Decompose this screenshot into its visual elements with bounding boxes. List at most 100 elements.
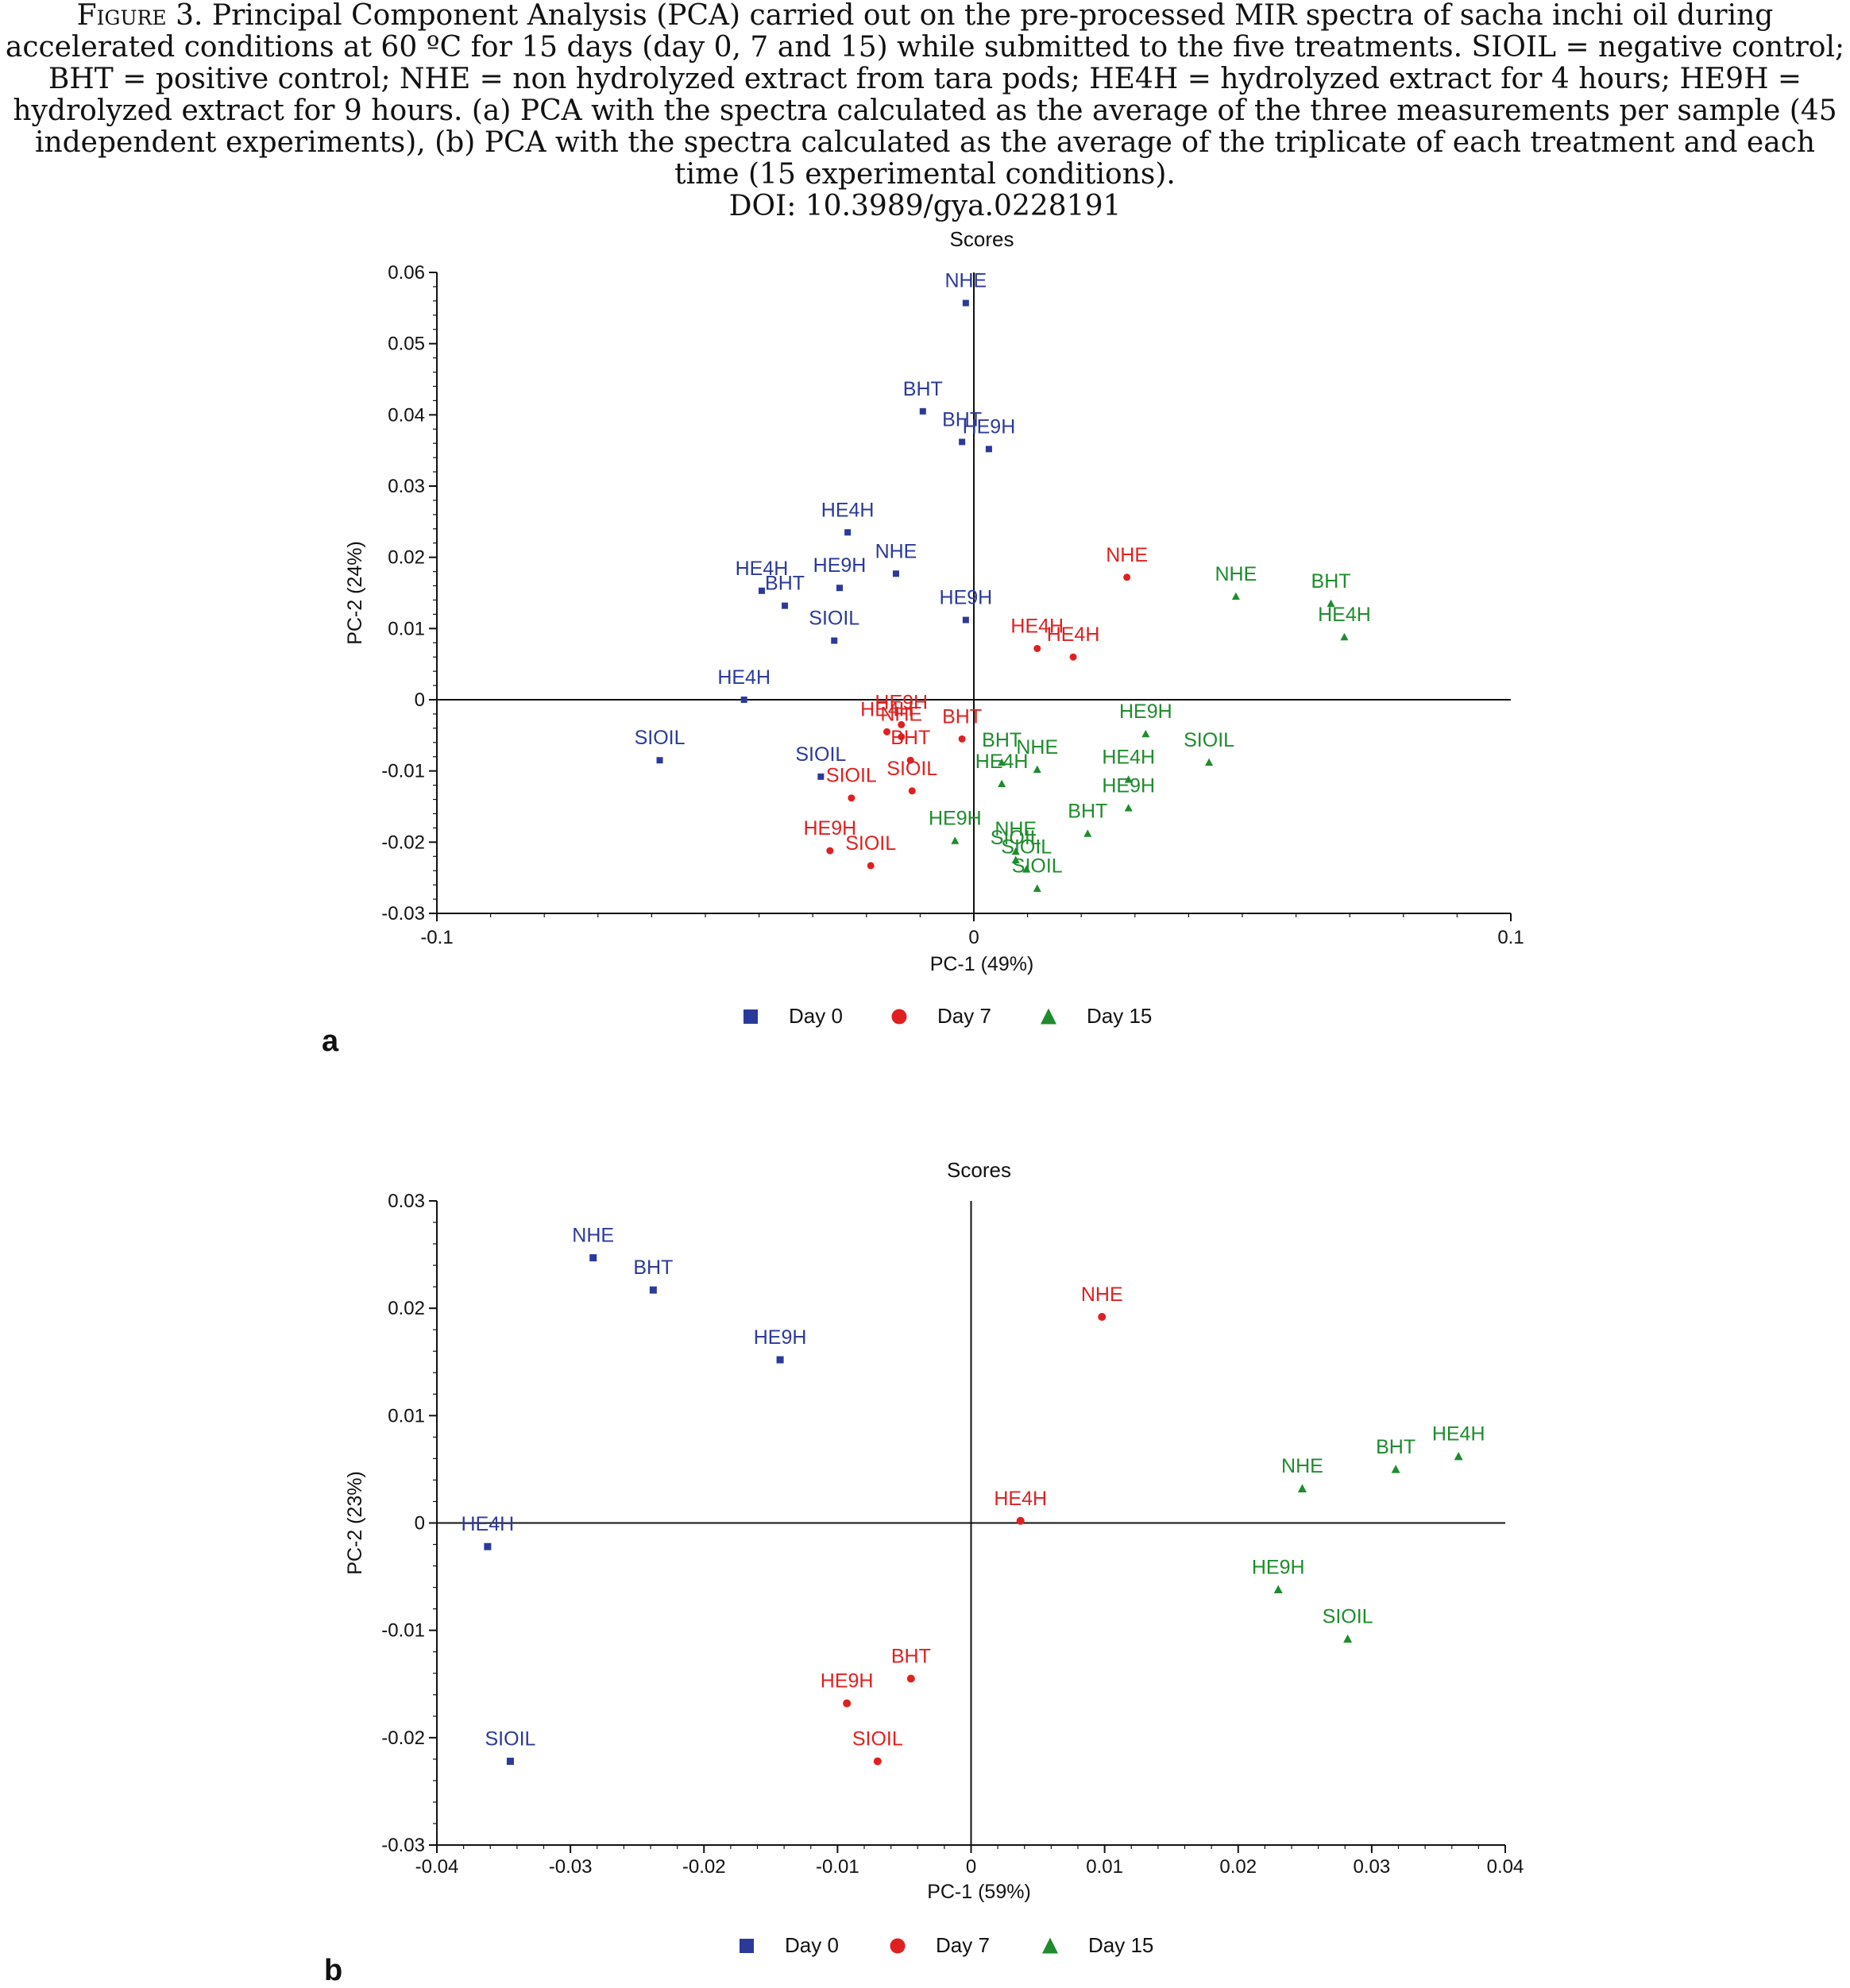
panel-b-point-square — [649, 1286, 657, 1294]
panel-a-legend-label: Day 7 — [937, 1004, 991, 1028]
panel-label-a: a — [322, 1025, 339, 1058]
panel-a-x-tick-label: -0.1 — [420, 927, 453, 948]
panel-b-point-label: BHT — [1376, 1436, 1416, 1458]
panel-a-y-tick-label: 0.02 — [388, 547, 425, 569]
panel-b-point-square — [776, 1356, 784, 1364]
panel-a-y-tick-label: 0.03 — [388, 476, 425, 497]
panel-b-y-tick-label: -0.02 — [381, 1727, 425, 1749]
panel-a-point-label: HE4H — [1010, 615, 1064, 637]
panel-a-point-square — [962, 299, 969, 307]
panel-a-point-circle — [1123, 573, 1131, 581]
panel-a-point-label: SIOIL — [1012, 855, 1063, 878]
panel-b-x-tick-label: 0.03 — [1354, 1856, 1391, 1878]
panel-a-legend-marker-circle — [891, 1009, 907, 1025]
panel-a-x-tick-label: 0 — [968, 927, 979, 948]
panel-a-point-label: HE4H — [860, 698, 913, 720]
panel-b-point-triangle — [1391, 1465, 1400, 1473]
panel-a-point-label: HE4H — [821, 499, 875, 521]
panel-a-point-square — [919, 407, 926, 415]
panel-a-point-label: NHE — [944, 270, 987, 292]
caption-text: 3. Principal Component Analysis (PCA) ca… — [5, 0, 1845, 191]
panel-a-point-circle — [1069, 653, 1077, 661]
panel-a-point-triangle — [1033, 765, 1041, 774]
panel-b-legend-marker-circle — [890, 1938, 906, 1954]
panel-a-point-label: NHE — [875, 540, 917, 562]
panel-a-point-circle — [898, 733, 906, 741]
panel-b-y-tick-label: -0.03 — [381, 1835, 425, 1856]
panel-a-point-label: SIOIL — [809, 608, 859, 630]
panel-a-point-label: BHT — [903, 378, 943, 400]
panel-a-point-label: HE9H — [875, 691, 928, 713]
panel-a-point-label: NHE — [1106, 544, 1148, 566]
panel-a-point-square — [817, 773, 825, 780]
panel-a-point-square — [844, 529, 852, 536]
panel-a-point-triangle — [1327, 599, 1335, 608]
panel-a-point-label: BHT — [890, 727, 930, 749]
panel-b-point-label: BHT — [633, 1256, 673, 1279]
panel-a-point-label: BHT — [1311, 570, 1351, 593]
panel-a-point-circle — [826, 847, 834, 855]
panel-b-point-label: HE4H — [1432, 1423, 1485, 1446]
panel-a-point-label: HE9H — [813, 554, 867, 577]
panel-a-point-label: SIOIL — [845, 832, 896, 855]
panel-a-point-label: HE9H — [940, 587, 993, 609]
panel-a-legend-label: Day 15 — [1087, 1004, 1152, 1028]
panel-a-point-triangle — [1083, 829, 1092, 837]
panel-a-point-label: HE9H — [1119, 701, 1172, 723]
panel-a-point-label: HE4H — [975, 751, 1029, 773]
panel-a-point-circle — [1033, 644, 1041, 652]
panel-a-x-axis-label: PC-1 (49%) — [930, 953, 1034, 975]
panel-b-point-label: NHE — [572, 1225, 614, 1247]
panel-b-point-label: HE4H — [462, 1513, 515, 1535]
panel-a-point-square — [892, 570, 899, 577]
panel-a-point-circle — [848, 794, 855, 802]
panel-a-y-tick-label: 0.05 — [388, 334, 425, 355]
panel-b-point-triangle — [1454, 1451, 1463, 1461]
panel-b-point-label: HE9H — [1252, 1556, 1305, 1578]
panel-a-point-label: BHT — [765, 573, 805, 595]
panel-b-x-tick-label: 0.01 — [1086, 1856, 1123, 1878]
panel-b-legend-marker-triangle — [1042, 1937, 1058, 1954]
panel-b-point-circle — [1016, 1516, 1025, 1525]
panel-a-point-triangle — [998, 779, 1006, 788]
panel-a-point-triangle — [1022, 865, 1031, 873]
panel-a-point-square — [831, 637, 838, 644]
panel-a-point-label: HE9H — [963, 415, 1016, 438]
panel-a-point-label: BHT — [942, 408, 982, 430]
panel-b-point-label: NHE — [1281, 1455, 1323, 1477]
panel-b-y-tick-label: 0.02 — [388, 1298, 425, 1319]
panel-a-point-triangle — [1205, 758, 1214, 766]
panel-a-y-tick-label: 0.01 — [388, 618, 425, 639]
panel-b-y-tick-label: 0 — [415, 1513, 425, 1534]
panel-a-point-square — [962, 616, 969, 623]
panel-b-point-circle — [843, 1699, 852, 1708]
panel-b-point-circle — [906, 1674, 915, 1683]
panel-a-point-label: SIOIL — [1001, 836, 1052, 858]
panel-a-point-label: SIOIL — [1184, 729, 1234, 751]
panel-a-point-label: HE4H — [717, 666, 771, 689]
panel-b-legend-label: Day 15 — [1088, 1933, 1153, 1957]
panel-a-point-triangle — [1033, 884, 1041, 892]
panel-b-x-tick-label: -0.01 — [816, 1856, 859, 1878]
panel-b-point-label: SIOIL — [1323, 1605, 1373, 1627]
caption-figure-label: Figure — [76, 0, 167, 32]
panel-b-point-label: HE9H — [754, 1326, 807, 1349]
panel-a-point-label: SIOIL — [991, 827, 1041, 849]
panel-b-point-square — [506, 1758, 514, 1766]
panel-b-x-tick-label: 0.04 — [1487, 1856, 1524, 1878]
panel-a-y-axis-label: PC-2 (24%) — [344, 541, 366, 645]
panel-b-point-square — [589, 1254, 597, 1262]
panel-b-x-tick-label: -0.04 — [415, 1856, 459, 1878]
panel-b-x-tick-label: 0.02 — [1219, 1856, 1257, 1878]
panel-a-point-triangle — [1124, 804, 1133, 812]
panel-b-legend-label: Day 7 — [936, 1933, 990, 1957]
panel-a-y-tick-label: -0.03 — [381, 903, 425, 925]
panel-b-point-label: SIOIL — [485, 1728, 536, 1751]
panel-a-point-triangle — [1011, 847, 1020, 855]
panel-a-point-label: HE9H — [803, 817, 856, 840]
panel-a-x-tick-label: 0.1 — [1497, 927, 1524, 948]
panel-a-point-label: SIOIL — [826, 765, 877, 787]
panel-a-point-circle — [906, 756, 914, 764]
panel-a-point-triangle — [1124, 775, 1133, 783]
